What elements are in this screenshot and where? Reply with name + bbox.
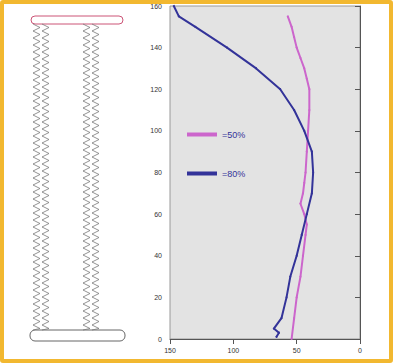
- svg-text:50: 50: [293, 347, 301, 354]
- svg-text:=80%: =80%: [222, 169, 245, 179]
- svg-text:0: 0: [358, 347, 362, 354]
- svg-text:=50%: =50%: [222, 130, 245, 140]
- svg-text:150: 150: [164, 347, 176, 354]
- svg-text:120: 120: [150, 86, 162, 93]
- svg-text:100: 100: [227, 347, 239, 354]
- svg-text:100: 100: [150, 127, 162, 134]
- svg-text:160: 160: [150, 3, 162, 10]
- svg-text:80: 80: [154, 169, 162, 176]
- svg-text:0: 0: [158, 336, 162, 343]
- svg-text:20: 20: [154, 294, 162, 301]
- svg-text:40: 40: [154, 252, 162, 259]
- svg-text:140: 140: [150, 44, 162, 51]
- svg-text:60: 60: [154, 211, 162, 218]
